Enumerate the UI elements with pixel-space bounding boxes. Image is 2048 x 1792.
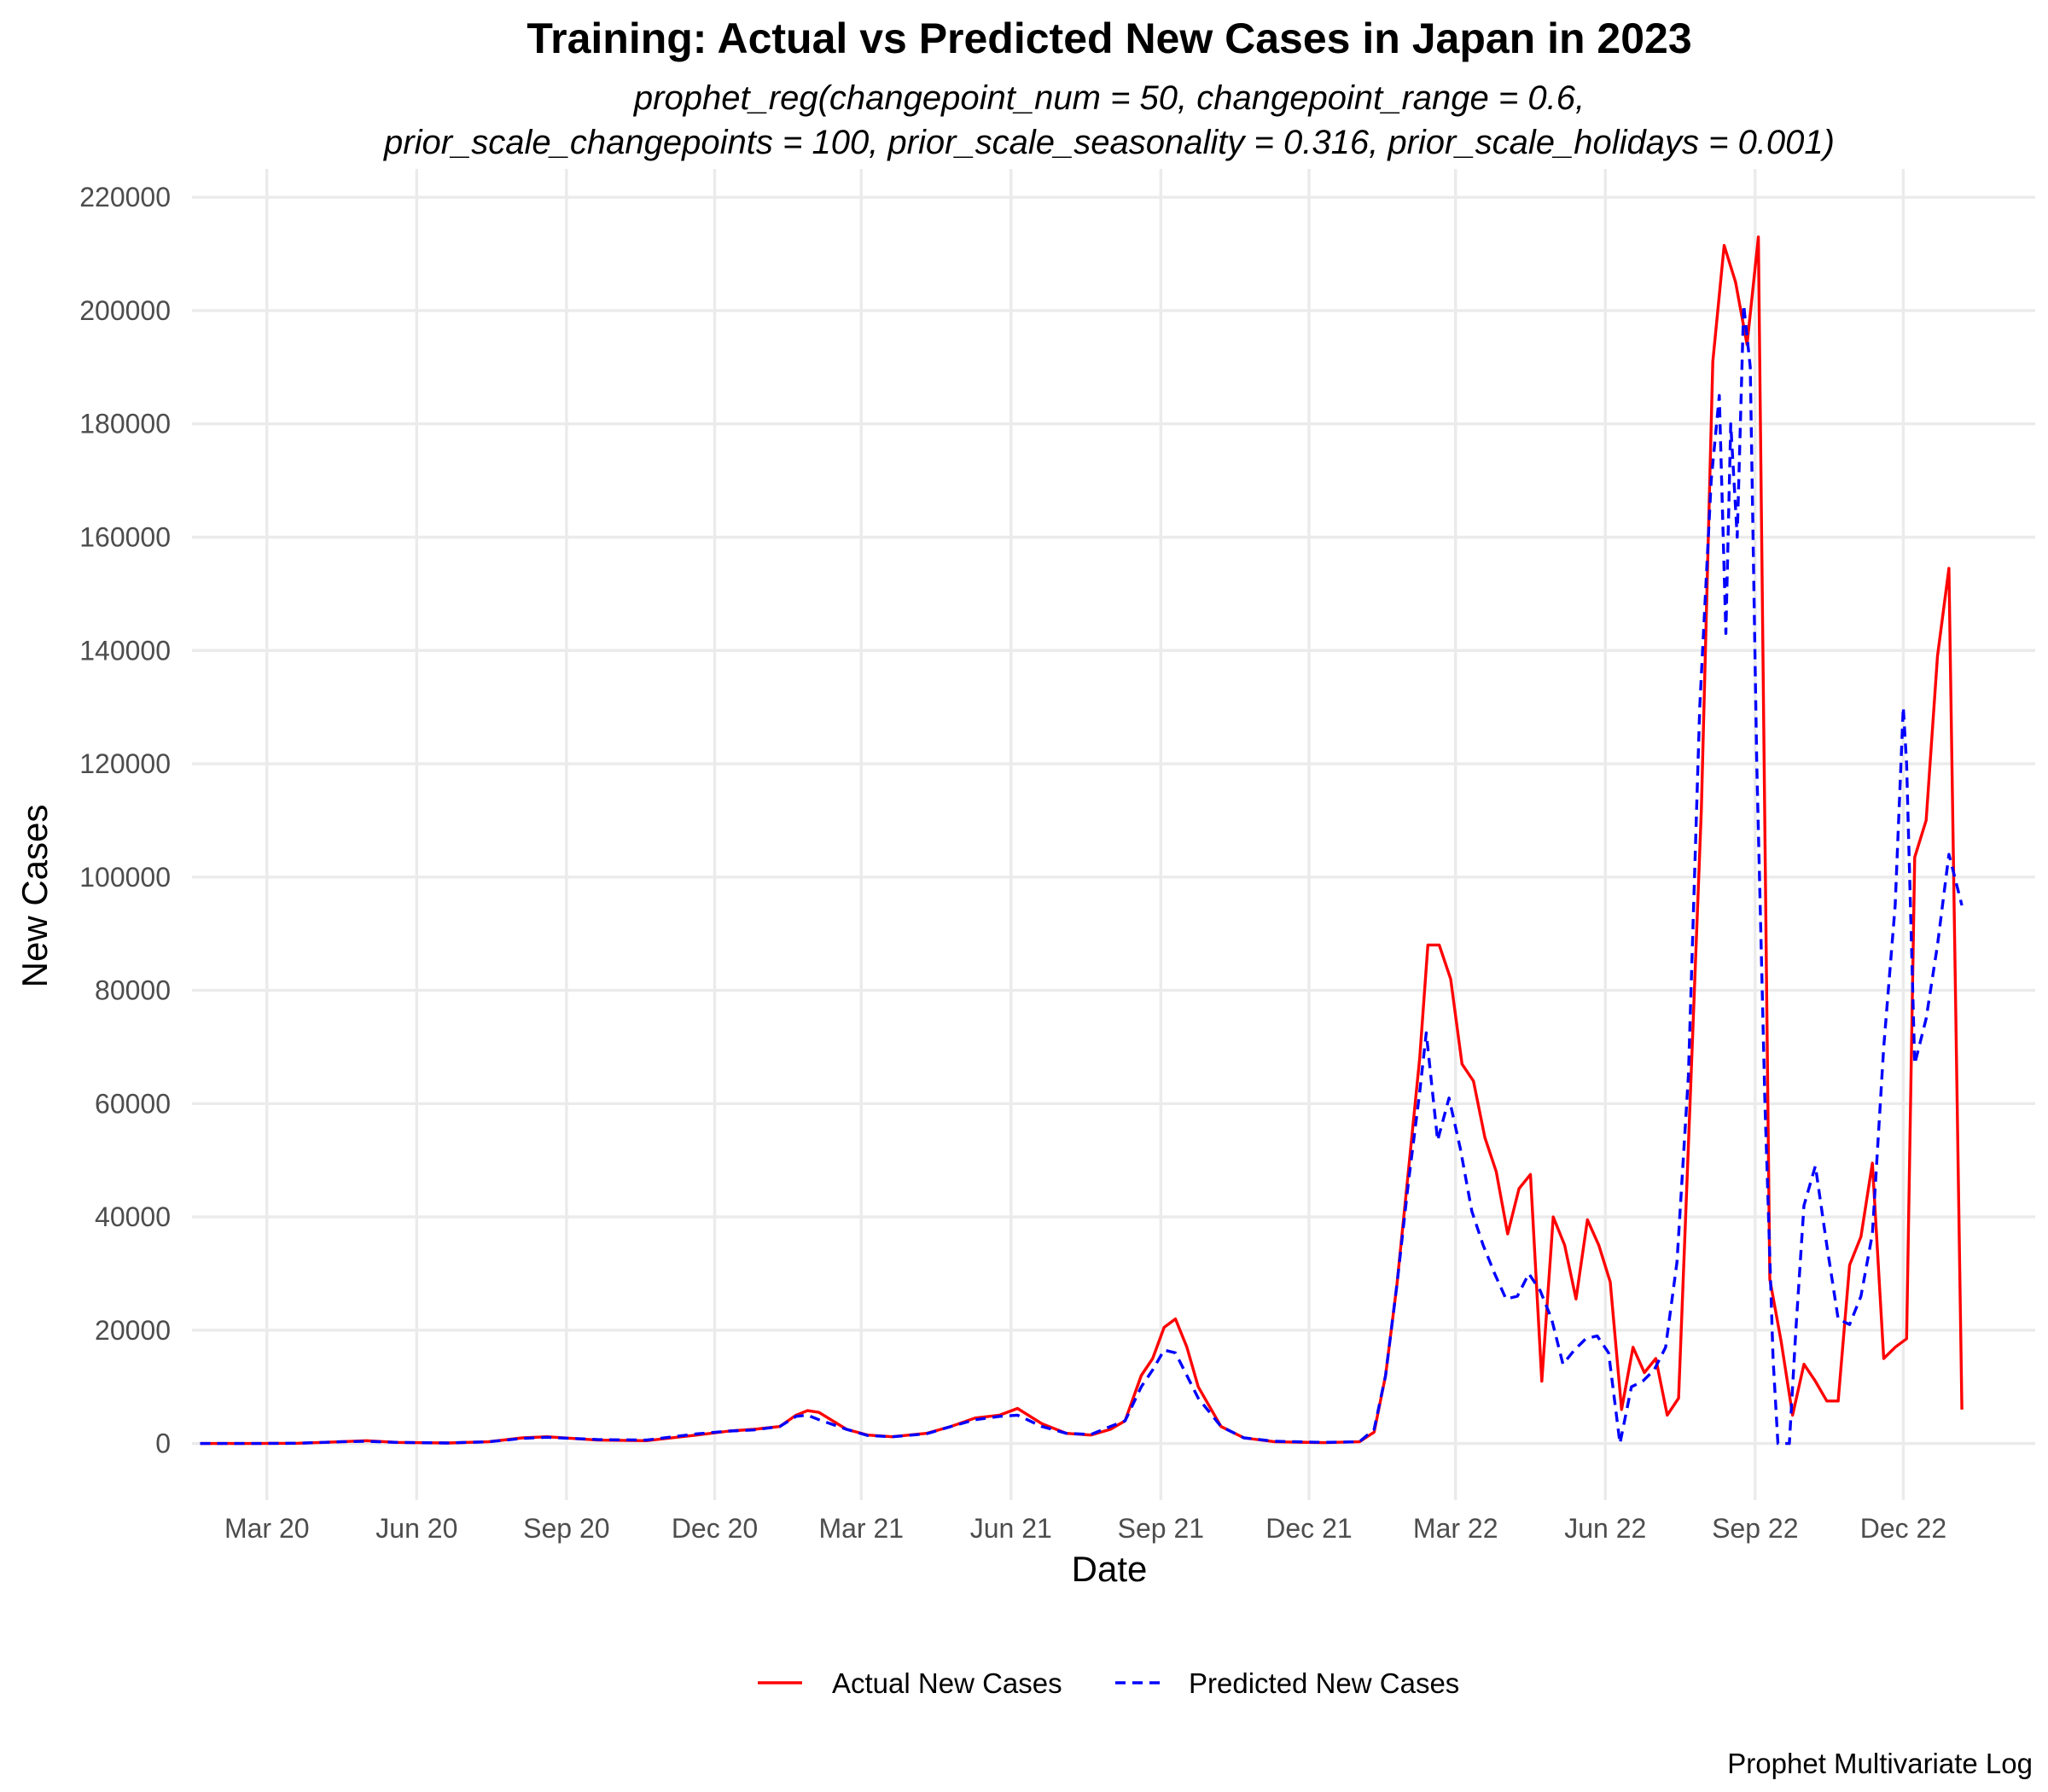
y-tick-label: 40000 (95, 1201, 171, 1232)
x-tick-label: Sep 22 (1712, 1513, 1798, 1544)
x-tick-label: Mar 22 (1413, 1513, 1498, 1544)
x-tick-label: Jun 20 (375, 1513, 457, 1544)
x-tick-label: Dec 20 (672, 1513, 758, 1544)
series-layer (200, 236, 1964, 1446)
chart-subtitle-line-1: prophet_reg(changepoint_num = 50, change… (633, 79, 1585, 117)
y-tick-label: 160000 (79, 521, 171, 552)
legend: Actual New Cases Predicted New Cases (758, 1667, 1459, 1699)
y-tick-label: 200000 (79, 295, 171, 326)
x-tick-label: Jun 22 (1564, 1513, 1646, 1544)
y-tick-label: 220000 (79, 182, 171, 212)
series-line-predicted (200, 303, 1964, 1446)
x-axis-tick-labels: Mar 20 Jun 20 Sep 20 Dec 20 Mar 21 Jun 21 Sep … (224, 1513, 1946, 1544)
y-tick-label: 0 (155, 1428, 171, 1459)
y-tick-label: 100000 (79, 862, 171, 893)
x-tick-label: Sep 20 (523, 1513, 609, 1544)
y-axis-title: New Cases (15, 805, 55, 988)
y-tick-label: 180000 (79, 409, 171, 439)
legend-label-predicted: Predicted New Cases (1189, 1667, 1459, 1699)
grid (192, 169, 2035, 1500)
chart-caption: Prophet Multivariate Log (1727, 1748, 2033, 1779)
y-tick-label: 80000 (95, 975, 171, 1006)
y-tick-label: 60000 (95, 1088, 171, 1119)
y-tick-label: 120000 (79, 748, 171, 779)
legend-label-actual: Actual New Cases (832, 1667, 1062, 1699)
x-tick-label: Mar 21 (818, 1513, 904, 1544)
x-tick-label: Jun 21 (970, 1513, 1052, 1544)
y-tick-label: 20000 (95, 1315, 171, 1346)
x-tick-label: Dec 22 (1860, 1513, 1946, 1544)
x-tick-label: Dec 21 (1265, 1513, 1352, 1544)
chart-title: Training: Actual vs Predicted New Cases … (527, 15, 1691, 62)
x-tick-label: Sep 21 (1118, 1513, 1204, 1544)
y-tick-label: 140000 (79, 635, 171, 666)
chart-subtitle-line-2: prior_scale_changepoints = 100, prior_sc… (383, 124, 1835, 161)
y-axis-tick-labels: 0 20000 40000 60000 80000 100000 120000 140000 1… (79, 182, 171, 1458)
x-axis-title: Date (1072, 1549, 1148, 1589)
x-tick-label: Mar 20 (224, 1513, 310, 1544)
series-line-actual (200, 236, 1964, 1446)
